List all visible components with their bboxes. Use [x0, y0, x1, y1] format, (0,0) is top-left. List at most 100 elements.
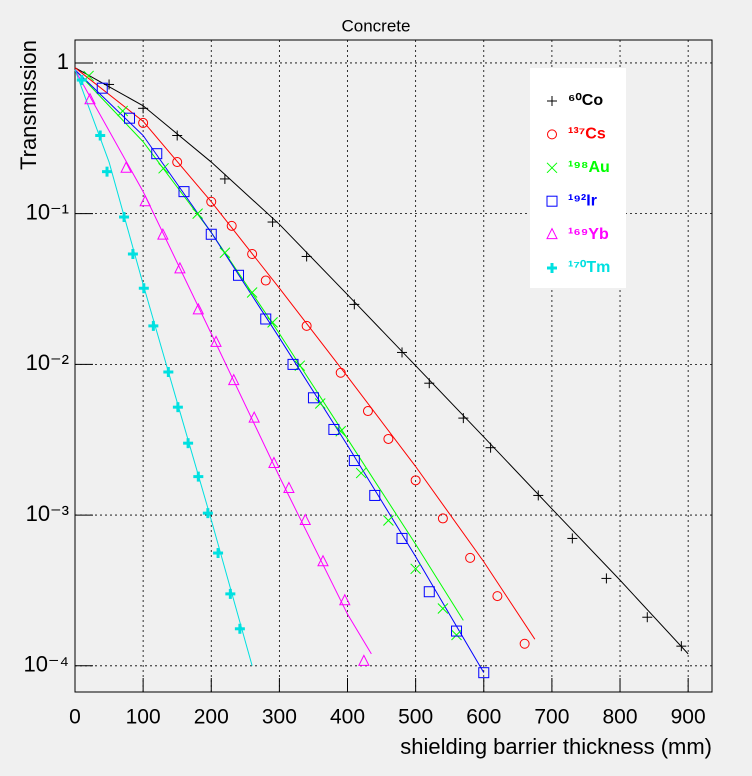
x-tick-label: 800 — [603, 706, 638, 729]
marker — [260, 275, 271, 286]
marker — [226, 220, 237, 231]
marker — [283, 481, 295, 494]
marker — [267, 317, 278, 328]
marker — [219, 173, 230, 184]
marker — [314, 398, 326, 409]
y-tick-label: 10⁻⁴ — [23, 652, 69, 677]
marker — [567, 533, 578, 544]
legend-box — [530, 68, 626, 288]
marker — [601, 573, 612, 584]
marker — [546, 227, 558, 240]
marker — [247, 248, 258, 259]
x-tick-label: 0 — [69, 706, 81, 729]
marker — [307, 392, 319, 404]
marker — [355, 467, 367, 479]
y-axis-label: Transmission — [16, 40, 41, 170]
marker — [95, 130, 106, 141]
x-tick-label: 600 — [466, 706, 501, 729]
x-tick-label: 200 — [194, 706, 229, 729]
marker — [157, 228, 169, 240]
fit-line — [74, 69, 372, 655]
marker — [246, 287, 258, 298]
marker — [338, 593, 351, 606]
marker — [547, 129, 557, 140]
marker — [138, 117, 149, 128]
marker — [163, 366, 174, 377]
marker — [397, 347, 408, 358]
marker — [328, 423, 340, 435]
marker — [210, 335, 222, 347]
marker — [127, 248, 138, 259]
marker — [317, 554, 329, 567]
marker — [248, 410, 260, 423]
legend-label: ¹⁹²Ir — [568, 192, 597, 209]
marker — [193, 471, 204, 482]
marker — [183, 438, 194, 449]
marker — [451, 625, 463, 637]
marker — [174, 261, 186, 274]
marker — [465, 552, 476, 563]
marker — [225, 588, 236, 599]
x-tick-label: 300 — [262, 706, 297, 729]
marker — [451, 629, 462, 641]
marker — [383, 433, 394, 444]
marker — [267, 217, 278, 228]
marker — [119, 212, 130, 223]
legend-label: ⁶⁰Co — [568, 92, 603, 109]
marker — [138, 283, 149, 294]
marker — [485, 442, 496, 453]
marker — [104, 79, 115, 90]
y-tick-label: 10⁻² — [26, 350, 69, 375]
marker — [301, 251, 312, 262]
marker — [233, 269, 245, 281]
x-axis-label: shielding barrier thickness (mm) — [400, 734, 712, 759]
marker — [117, 105, 129, 117]
fit-line — [74, 69, 253, 666]
marker — [138, 103, 149, 114]
marker — [96, 82, 108, 94]
marker — [547, 96, 557, 106]
marker — [227, 373, 240, 386]
marker — [268, 456, 280, 468]
marker — [348, 455, 360, 467]
marker — [519, 638, 530, 649]
marker — [172, 157, 183, 168]
marker — [172, 130, 183, 141]
marker — [301, 320, 312, 331]
marker — [178, 186, 190, 198]
marker — [120, 161, 132, 173]
marker — [219, 247, 231, 259]
y-tick-label: 1 — [57, 49, 69, 74]
marker — [192, 302, 205, 315]
marker — [213, 548, 224, 559]
legend-label: ¹⁹⁸Au — [568, 159, 610, 176]
y-tick-label: 10⁻³ — [26, 501, 69, 526]
marker — [423, 586, 435, 598]
marker — [383, 515, 394, 526]
marker — [192, 208, 203, 220]
marker — [202, 508, 213, 519]
x-tick-label: 500 — [398, 706, 433, 729]
marker — [124, 112, 136, 124]
marker — [349, 299, 360, 310]
legend-label: ¹⁷⁰Tm — [568, 259, 610, 276]
marker — [148, 320, 159, 331]
marker — [287, 358, 299, 370]
marker — [676, 641, 687, 652]
marker — [84, 92, 96, 105]
marker — [492, 591, 503, 602]
marker — [335, 367, 346, 378]
marker — [396, 532, 408, 544]
y-tick-label: 10⁻¹ — [26, 199, 69, 224]
marks — [76, 70, 687, 679]
marker — [546, 162, 558, 174]
legend-label: ¹⁶⁹Yb — [568, 226, 609, 243]
marker — [437, 513, 448, 524]
marker — [76, 75, 87, 86]
marker — [642, 612, 653, 623]
marker — [362, 406, 373, 417]
marker — [299, 513, 312, 526]
marker — [205, 228, 217, 240]
marker — [410, 563, 421, 575]
